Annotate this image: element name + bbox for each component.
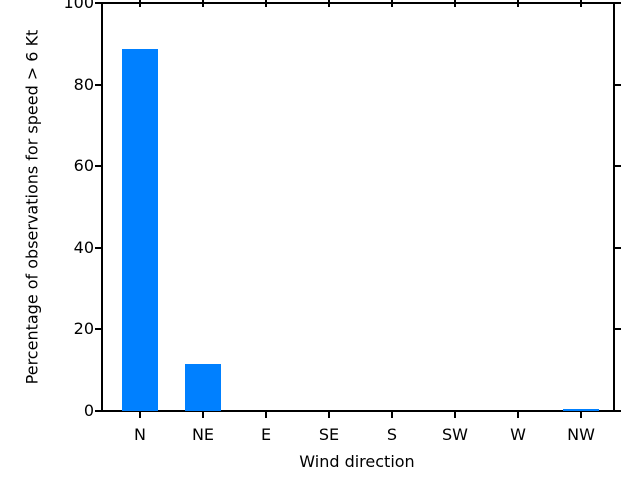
y-tick-right xyxy=(615,247,621,249)
x-tick-top xyxy=(139,0,141,7)
x-category-label: N xyxy=(134,425,146,444)
y-tick-left xyxy=(95,2,101,4)
y-tick-left xyxy=(95,247,101,249)
y-tick-right xyxy=(615,84,621,86)
y-tick-label: 0 xyxy=(83,401,94,420)
y-tick-right xyxy=(615,2,621,4)
y-tick-left xyxy=(95,328,101,330)
x-tick-bottom xyxy=(454,412,456,418)
x-category-label: SE xyxy=(318,425,340,444)
x-axis-title: Wind direction xyxy=(299,452,415,471)
top-axis-line xyxy=(101,2,615,4)
y-tick-right xyxy=(615,410,621,412)
right-axis-line xyxy=(613,2,615,412)
x-tick-bottom xyxy=(391,412,393,418)
x-tick-top xyxy=(265,0,267,7)
x-tick-top xyxy=(328,0,330,7)
x-tick-bottom xyxy=(202,412,204,418)
x-tick-top xyxy=(391,0,393,7)
bar-NW xyxy=(563,409,599,411)
y-tick-label: 80 xyxy=(73,75,94,94)
y-tick-left xyxy=(95,84,101,86)
x-tick-bottom xyxy=(517,412,519,418)
y-tick-left xyxy=(95,410,101,412)
x-tick-bottom xyxy=(580,412,582,418)
x-category-label: W xyxy=(510,425,526,444)
y-tick-label: 100 xyxy=(63,0,94,12)
x-category-label: NE xyxy=(191,425,215,444)
x-category-label: NW xyxy=(567,425,595,444)
bottom-axis-line xyxy=(101,410,615,412)
y-tick-label: 20 xyxy=(73,319,94,338)
x-tick-top xyxy=(202,0,204,7)
y-tick-label: 60 xyxy=(73,156,94,175)
x-tick-top xyxy=(580,0,582,7)
y-axis-title: Percentage of observations for speed > 6… xyxy=(22,29,42,385)
x-tick-top xyxy=(517,0,519,7)
x-category-label: S xyxy=(386,425,398,444)
bar-NE xyxy=(185,364,221,411)
left-axis-line xyxy=(101,2,103,412)
y-tick-right xyxy=(615,165,621,167)
y-tick-left xyxy=(95,165,101,167)
x-tick-bottom xyxy=(328,412,330,418)
x-tick-bottom xyxy=(139,412,141,418)
y-tick-right xyxy=(615,328,621,330)
bar-N xyxy=(122,49,158,411)
x-tick-top xyxy=(454,0,456,7)
x-tick-bottom xyxy=(265,412,267,418)
x-category-label: SW xyxy=(442,425,468,444)
x-category-label: E xyxy=(260,425,272,444)
y-tick-label: 40 xyxy=(73,238,94,257)
